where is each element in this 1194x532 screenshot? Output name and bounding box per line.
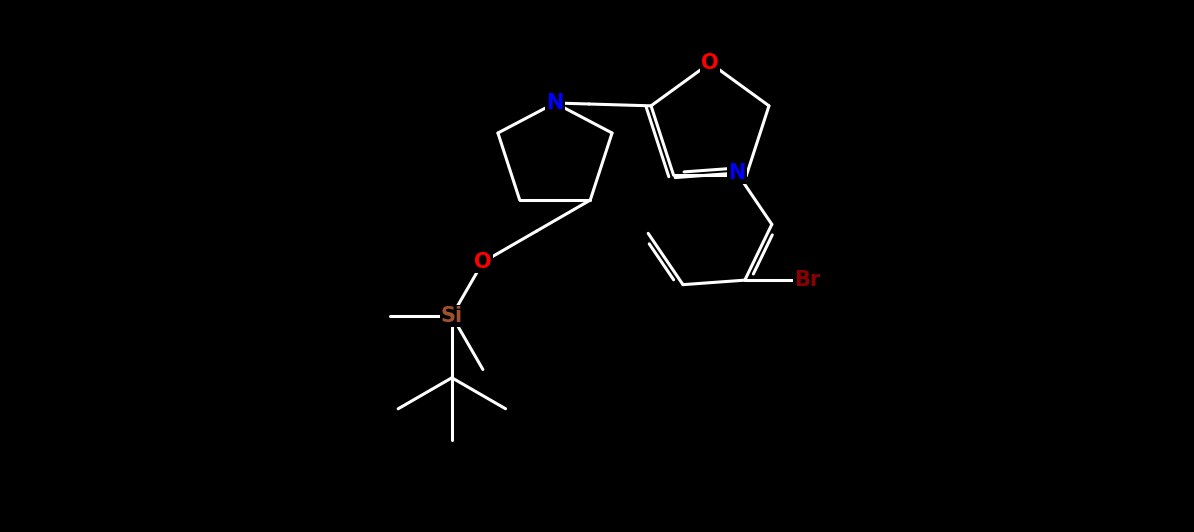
Text: O: O [701,53,719,73]
Text: Br: Br [794,270,820,290]
Text: N: N [728,163,746,183]
Text: N: N [547,93,564,113]
Text: Si: Si [441,306,463,326]
Text: O: O [474,252,492,272]
